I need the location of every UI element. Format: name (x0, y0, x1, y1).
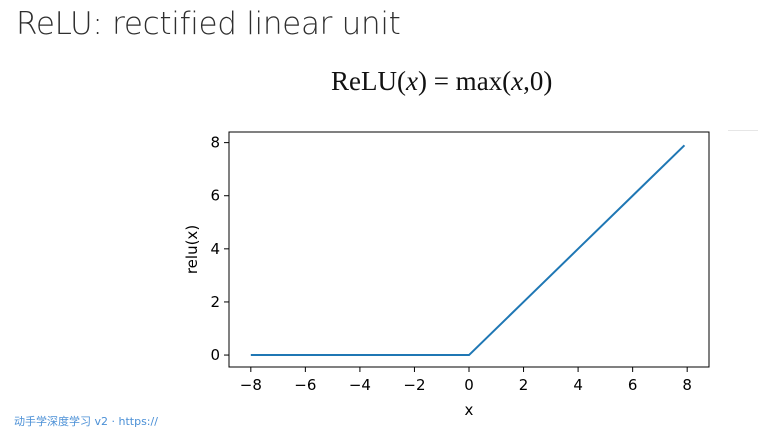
y-tick-label: 2 (210, 293, 220, 311)
y-tick-label: 0 (210, 346, 220, 364)
y-tick-label: 8 (210, 134, 220, 152)
plot-frame (228, 131, 710, 368)
x-tick-label: 4 (573, 376, 583, 394)
x-tick-label: −2 (403, 376, 425, 394)
y-tick-label: 4 (210, 240, 220, 258)
x-tick-label: 0 (464, 376, 474, 394)
relu-series-line (250, 144, 686, 357)
slide-title: ReLU: rectified linear unit (16, 6, 401, 42)
formula-lhs: ReLU( (331, 66, 406, 96)
x-tick-label: 6 (628, 376, 638, 394)
formula-variable: x (511, 66, 524, 96)
formula-middle: ) = max( (417, 66, 512, 96)
x-tick-label: 2 (519, 376, 529, 394)
x-tick-label: −8 (240, 376, 262, 394)
x-tick-label: 8 (682, 376, 692, 394)
divider-line (728, 130, 758, 131)
y-tick-label: 6 (210, 187, 220, 205)
y-axis-label: relu(x) (183, 225, 201, 274)
relu-formula: ReLU(x) = max(x,0) (331, 66, 552, 97)
footer-note: 动手学深度学习 v2 · https:// (14, 415, 158, 428)
x-tick-label: −6 (294, 376, 316, 394)
formula-rhs: ,0) (523, 66, 553, 96)
x-tick-label: −4 (349, 376, 371, 394)
formula-variable: x (405, 66, 418, 96)
x-axis-label: x (465, 401, 474, 419)
